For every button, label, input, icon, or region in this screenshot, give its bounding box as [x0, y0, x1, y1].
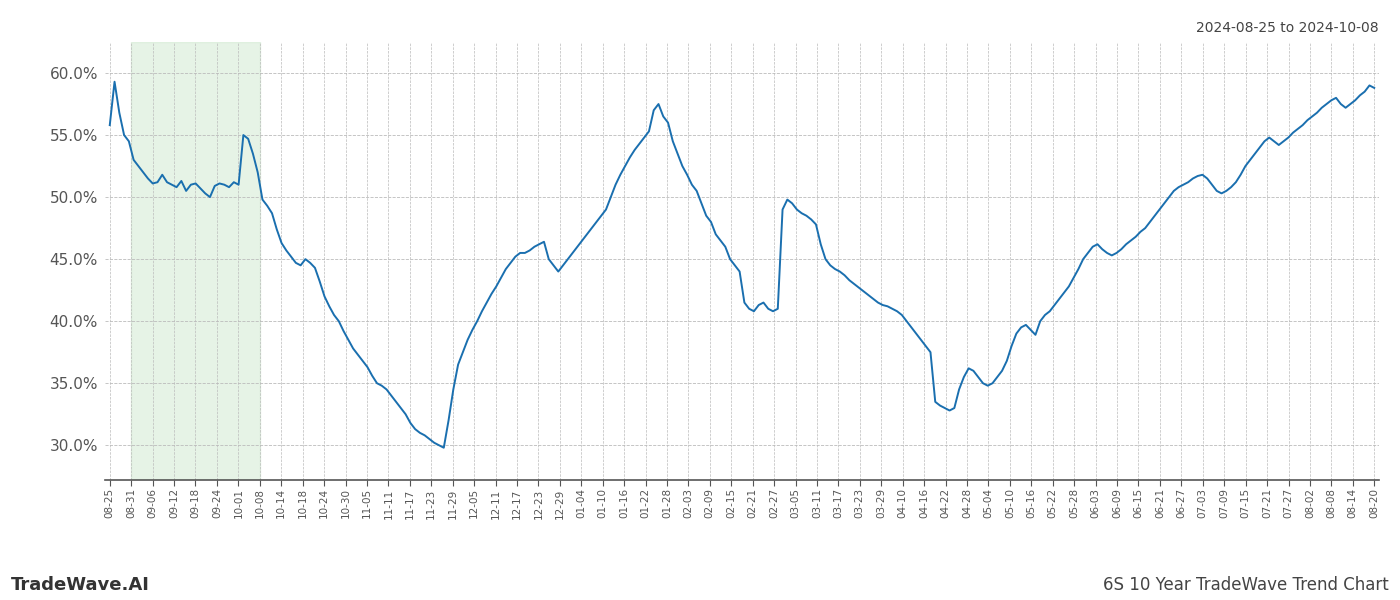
- Text: 6S 10 Year TradeWave Trend Chart: 6S 10 Year TradeWave Trend Chart: [1103, 576, 1389, 594]
- Bar: [132, 42, 260, 480]
- Text: TradeWave.AI: TradeWave.AI: [11, 576, 150, 594]
- Text: 2024-08-25 to 2024-10-08: 2024-08-25 to 2024-10-08: [1197, 21, 1379, 35]
